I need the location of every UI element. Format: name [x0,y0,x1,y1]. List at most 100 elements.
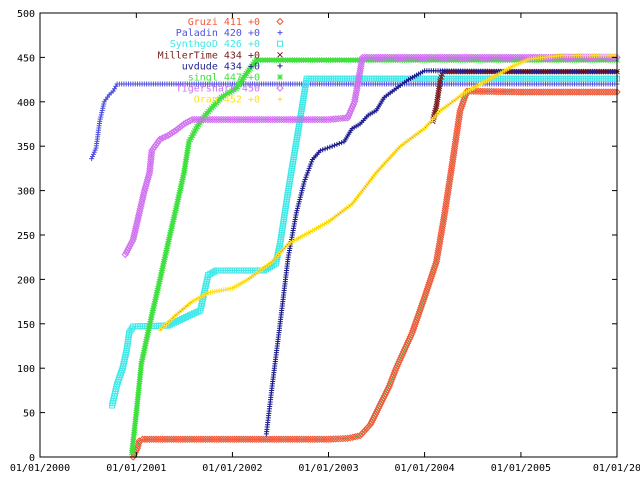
data-point [166,236,172,243]
series-synthgod [109,75,620,409]
data-point [150,307,156,314]
data-point [171,212,178,218]
data-point [356,431,364,440]
data-point [295,203,301,209]
legend-marker [277,30,283,36]
data-point [293,210,299,216]
data-point [187,136,194,143]
data-point [226,89,233,96]
data-point [434,94,441,101]
data-point [170,127,178,136]
data-point [363,424,371,432]
data-point [297,196,303,202]
series-uvdude [263,68,620,437]
data-point [172,207,179,214]
data-point [176,123,184,131]
data-point [305,168,311,174]
data-point [156,135,164,143]
data-point [170,218,176,225]
x-tick-label: 01/01/2005 [491,463,551,474]
data-point [154,289,160,296]
data-point [154,137,163,145]
data-point [296,201,302,207]
data-point [186,138,192,145]
data-point [295,205,301,211]
y-tick-label: 450 [17,53,35,64]
data-point [155,285,161,292]
series-singl [129,57,620,456]
legend-marker [276,84,284,92]
data-point [152,296,159,303]
data-point [188,134,195,141]
data-point [149,309,156,316]
data-point [151,303,157,309]
data-point [220,93,227,99]
data-point [154,287,161,294]
data-point [165,241,171,247]
data-point [334,141,340,147]
series-tigershark [121,53,621,259]
data-point [329,143,335,149]
data-point [358,430,366,438]
data-point [435,92,441,98]
x-tick-label: 01/01/2004 [394,463,454,474]
data-point [156,278,163,285]
y-tick-label: 50 [23,409,35,420]
data-point [435,90,442,96]
data-point [150,305,157,312]
data-point [164,131,172,140]
y-tick-label: 400 [17,98,35,109]
data-point [434,98,440,105]
data-point [167,229,174,236]
data-point [300,183,306,189]
legend-entry-gruzi: Gruzi 411 +0 [188,17,260,28]
data-point [172,209,178,216]
legend-marker [277,63,283,69]
data-point [322,146,328,152]
data-point [433,101,440,107]
data-point [191,128,198,134]
ticks-layer: 0 50 100 150 200 250 300 350 400 450 500 01/01/2000… [10,9,640,474]
series-gruzi [129,87,621,461]
data-point [436,83,443,90]
data-point [437,78,443,85]
data-point [193,125,199,132]
data-point [158,134,167,142]
data-point [190,130,197,136]
data-point [339,140,345,146]
data-point [171,214,177,221]
y-tick-label: 300 [17,187,35,198]
data-point [218,94,225,101]
data-point [222,91,229,98]
data-point [317,148,323,154]
legend-entry-paladin: Paladin 420 +0 [176,28,260,39]
x-tick-label: 01/01/2001 [106,463,166,474]
data-point [299,188,305,194]
data-point [166,130,174,138]
data-point [189,132,196,139]
data-point [327,144,333,150]
data-point [361,426,369,435]
legend-entry-tigershark: Tigershark 450 [176,84,260,95]
y-tick-label: 150 [17,320,35,331]
data-point [169,221,176,227]
data-point [168,227,174,234]
data-point [135,437,143,445]
data-point [297,194,303,200]
legend-entry-singl: singl 447 +0 [188,73,260,84]
y-tick-label: 0 [29,453,35,464]
legend-entry-synthgod: SynthgoD 426 +0 [170,39,260,50]
data-point [305,170,311,176]
data-point [320,147,326,153]
y-tick-label: 100 [17,364,35,375]
data-point [301,179,307,185]
legend-entry-millertime: MillerTime 434 +0 [158,50,260,61]
data-point [298,190,304,196]
legend-entry-uvdude: uvdude 434 +0 [182,61,260,72]
data-point [298,192,304,198]
data-point [301,181,307,187]
data-point [155,283,162,289]
data-point [365,422,373,430]
